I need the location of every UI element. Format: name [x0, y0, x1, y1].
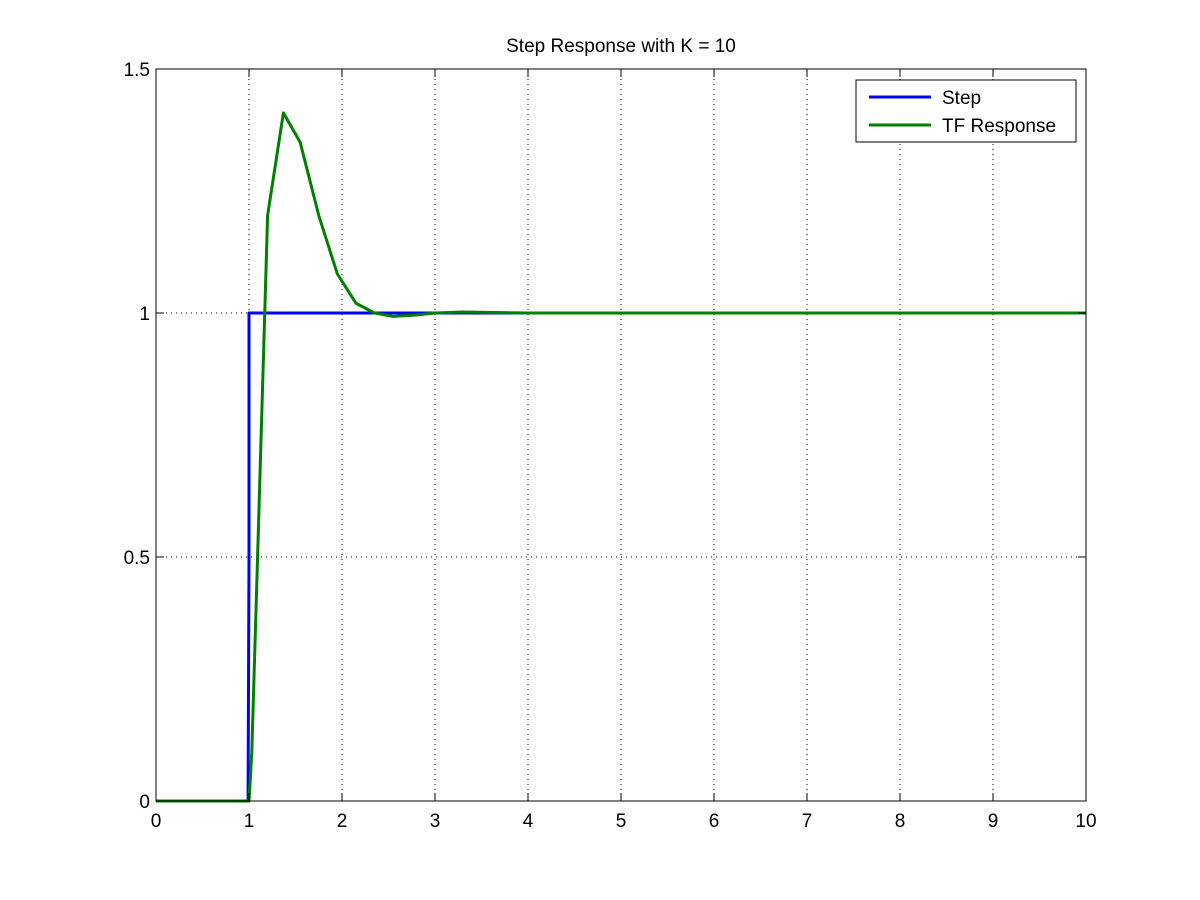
axis-ticks: [155, 68, 1087, 802]
y-tick-label: 1: [139, 304, 150, 325]
legend-label-tf-response: TF Response: [942, 116, 1056, 137]
x-tick-label: 1: [244, 811, 255, 832]
legend[interactable]: Step TF Response: [855, 79, 1077, 143]
y-tick-label: 1.5: [124, 60, 150, 81]
y-tick-label: 0: [139, 792, 150, 813]
x-tick-label: 4: [523, 811, 534, 832]
x-tick-label: 2: [337, 811, 348, 832]
x-tick-label: 7: [802, 811, 813, 832]
x-tick-label: 3: [430, 811, 441, 832]
x-tick-label: 5: [616, 811, 627, 832]
legend-label-step: Step: [942, 88, 981, 109]
x-tick-label: 9: [988, 811, 999, 832]
x-tick-label: 10: [1075, 811, 1096, 832]
y-tick-label: 0.5: [124, 548, 150, 569]
x-tick-label: 8: [895, 811, 906, 832]
x-tick-label: 0: [151, 811, 162, 832]
tick-labels: 0 1 2 3 4 5 6 7 8 9 10 0 0.5 1 1.5: [124, 60, 1097, 832]
series-line-tf-response: [156, 111, 1086, 803]
x-tick-label: 6: [709, 811, 720, 832]
chart-title: Step Response with K = 10: [506, 36, 736, 57]
legend-box: [855, 79, 1077, 143]
